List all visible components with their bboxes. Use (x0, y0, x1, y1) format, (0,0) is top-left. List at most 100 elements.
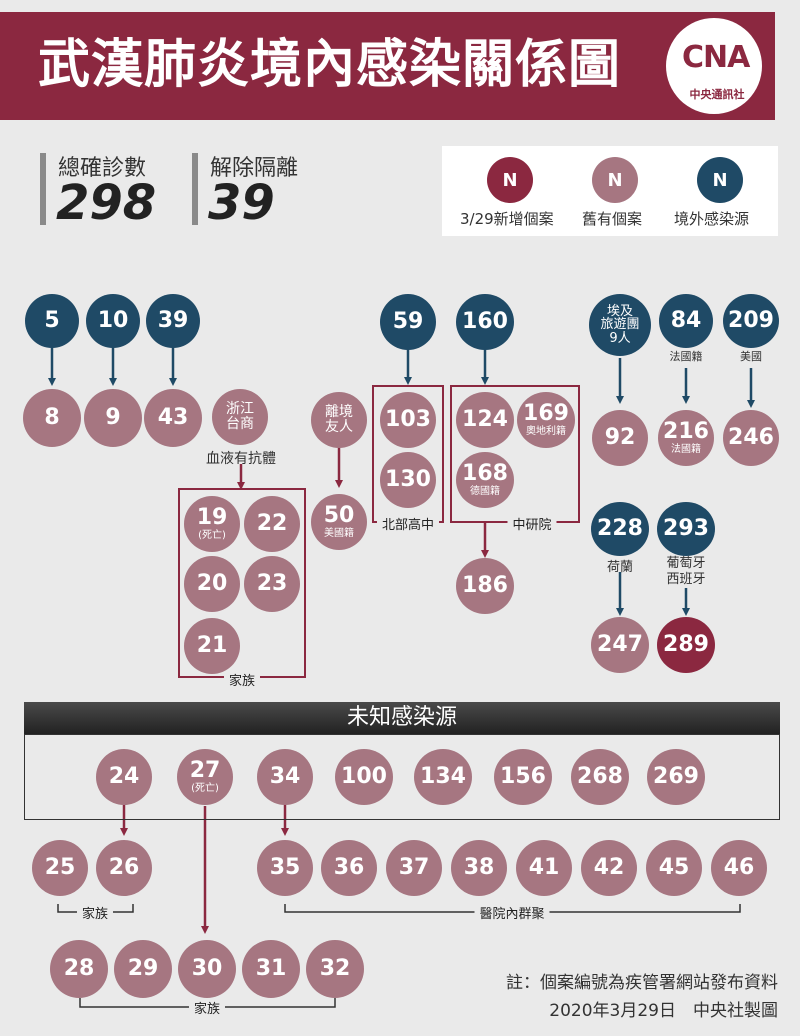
family-a-label: 家族 (76, 903, 114, 922)
case-22: 22 (244, 496, 300, 552)
legend-old-label: 舊有個案 (582, 210, 643, 228)
family-label-zhejiang: 家族 (223, 670, 261, 689)
case-168-nationality: 德國籍 (470, 486, 500, 498)
legend: N 3/29新增個案 N 舊有個案 N 境外感染源 (442, 146, 778, 236)
case-19-death: (死亡) (198, 530, 226, 542)
case-39: 39 (146, 294, 200, 348)
legend-import-label: 境外感染源 (674, 210, 750, 228)
case-84-nationality: 法國籍 (669, 350, 703, 363)
hospital-cluster-label: 醫院內群聚 (474, 903, 550, 922)
case-27-death: (死亡) (191, 783, 219, 795)
cna-logo (666, 18, 762, 114)
case-269: 269 (647, 749, 705, 805)
case-36: 36 (321, 840, 377, 896)
case-156: 156 (494, 749, 552, 805)
case-32: 32 (306, 940, 364, 998)
case-21: 21 (184, 618, 240, 674)
unknown-source-box (24, 734, 780, 820)
blood-antibody-label: 血液有抗體 (206, 451, 276, 467)
legend-old-dot: N (592, 157, 638, 203)
case-246: 246 (723, 410, 779, 466)
case-160: 160 (456, 294, 514, 350)
title-banner (0, 12, 775, 120)
case-209: 209 (723, 294, 779, 348)
case-31: 31 (242, 940, 300, 998)
cna-logo-subtitle: 中央通訊社 (689, 88, 745, 101)
stat-bar-released (192, 153, 198, 225)
confirmed-value: 298 (56, 175, 157, 231)
footnote: 註：個案編號為疾管署網站發布資料 (506, 973, 778, 993)
case-23: 23 (244, 556, 300, 612)
case-25: 25 (32, 840, 88, 896)
case-268: 268 (571, 749, 629, 805)
case-26: 26 (96, 840, 152, 896)
case-247: 247 (591, 617, 649, 673)
case-134: 134 (414, 749, 472, 805)
case-216-nationality: 法國籍 (671, 444, 701, 456)
case-103: 103 (380, 392, 436, 448)
case-37: 37 (386, 840, 442, 896)
abroad-friend: 離境 友人 (311, 392, 367, 448)
confirmed-label: 總確診數 (58, 156, 147, 181)
case-10: 10 (86, 294, 140, 348)
case-168: 168 德國籍 (456, 452, 514, 508)
case-293-country: 葡萄牙 西班牙 (666, 556, 706, 587)
legend-import-dot: N (697, 157, 743, 203)
case-186: 186 (456, 558, 514, 614)
academia-sinica-label: 中研院 (507, 514, 557, 533)
credit: 2020年3月29日 中央社製圖 (549, 1001, 778, 1021)
north-high-school-label: 北部高中 (376, 514, 440, 533)
case-38: 38 (451, 840, 507, 896)
case-50-nationality: 美國籍 (324, 528, 354, 540)
case-168-number: 168 (462, 461, 508, 487)
case-124: 124 (456, 392, 514, 448)
released-value: 39 (208, 175, 275, 231)
case-216-number: 216 (663, 419, 709, 445)
case-293: 293 (657, 502, 715, 556)
case-27: 27 (死亡) (177, 749, 233, 805)
case-27-number: 27 (189, 758, 221, 784)
released-label: 解除隔離 (210, 156, 299, 181)
case-169-nationality: 奧地利籍 (526, 426, 566, 438)
legend-new-dot: N (487, 157, 533, 203)
case-289: 289 (657, 617, 715, 673)
family-b-label: 家族 (188, 998, 226, 1017)
stat-bar-confirmed (40, 153, 46, 225)
case-169-number: 169 (523, 401, 569, 427)
case-8: 8 (23, 389, 81, 447)
case-28: 28 (50, 940, 108, 998)
case-228: 228 (591, 502, 649, 556)
case-169: 169 奧地利籍 (517, 392, 575, 448)
case-46: 46 (711, 840, 767, 896)
legend-new-label: 3/29新增個案 (460, 210, 554, 228)
cna-logo-text: CNA (682, 40, 750, 75)
case-130: 130 (380, 452, 436, 508)
case-34: 34 (257, 749, 313, 805)
case-9: 9 (84, 389, 142, 447)
case-5: 5 (25, 294, 79, 348)
case-216: 216 法國籍 (658, 410, 714, 466)
case-92: 92 (592, 410, 648, 466)
case-50-number: 50 (323, 503, 355, 529)
case-19-number: 19 (196, 505, 228, 531)
case-30: 30 (178, 940, 236, 998)
case-42: 42 (581, 840, 637, 896)
case-41: 41 (516, 840, 572, 896)
egypt-tour-group: 埃及 旅遊團 9人 (589, 294, 651, 356)
case-29: 29 (114, 940, 172, 998)
case-84: 84 (659, 294, 713, 348)
case-59: 59 (380, 294, 436, 350)
case-228-country: 荷蘭 (606, 560, 633, 575)
case-24: 24 (96, 749, 152, 805)
case-35: 35 (257, 840, 313, 896)
case-50: 50 美國籍 (311, 494, 367, 550)
case-100: 100 (335, 749, 393, 805)
case-209-country: 美國 (740, 350, 762, 363)
zhejiang-businessman: 浙江 台商 (212, 389, 268, 445)
case-19: 19 (死亡) (184, 496, 240, 552)
case-45: 45 (646, 840, 702, 896)
page-title: 武漢肺炎境內感染關係圖 (38, 35, 622, 95)
case-43: 43 (144, 389, 202, 447)
case-20: 20 (184, 556, 240, 612)
unknown-source-title: 未知感染源 (24, 702, 780, 734)
